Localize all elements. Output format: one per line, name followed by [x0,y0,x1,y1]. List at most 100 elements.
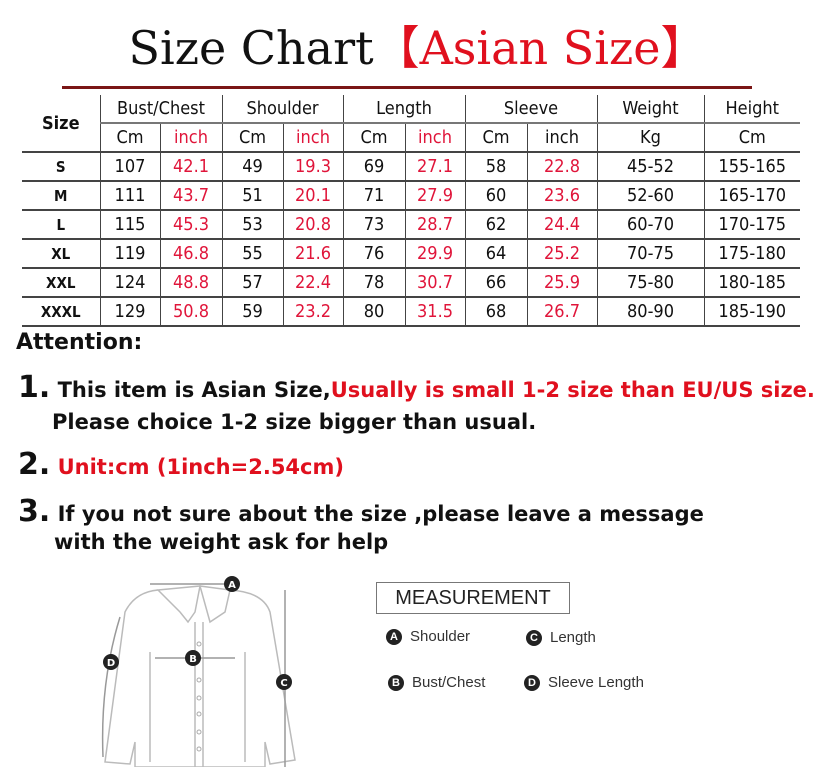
value-cell: 28.7 [404,210,465,240]
table-row: L 115 45.3 53 20.8 73 28.7 62 24.4 60-70 170-175 [22,210,800,240]
value-cell: 27.9 [404,181,465,211]
value-cell: 76 [342,239,405,269]
table-row: M 111 43.7 51 20.1 71 27.9 60 23.6 52-60 165-170 [22,181,800,211]
value-cell: 48.8 [159,268,222,298]
group-header: Height [703,95,800,124]
value-cell: 115 [99,210,160,240]
badge-c-icon: C [526,629,542,646]
value-cell: 50.8 [159,297,222,327]
legend-shoulder: A Shoulder [386,628,470,645]
value-cell: 70-75 [596,239,704,269]
value-cell: 52-60 [596,181,704,211]
value-cell: 57 [221,268,283,298]
value-cell: 45.3 [159,210,222,240]
size-cell: S [22,152,100,182]
value-cell: 24.4 [526,210,597,240]
note-3: 3. If you not sure about the size ,pleas… [18,494,704,529]
note-1: 1. This item is Asian Size,Usually is sm… [18,370,815,405]
value-cell: 69 [342,152,405,182]
size-header: Size [22,95,100,153]
unit-header: Kg [596,123,704,153]
group-header: Shoulder [221,95,343,124]
group-header: Weight [596,95,704,124]
label-d: D [107,658,115,669]
label-b: B [189,654,197,665]
value-cell: 68 [464,297,527,327]
value-cell: 58 [464,152,527,182]
value-cell: 30.7 [404,268,465,298]
size-cell: XL [22,239,100,269]
shirt-diagram: A B C D [101,576,296,767]
group-header: Bust/Chest [99,95,222,124]
value-cell: 43.7 [159,181,222,211]
badge-d-icon: D [524,674,540,691]
badge-a-icon: A [386,628,402,645]
value-cell: 45-52 [596,152,704,182]
value-cell: 42.1 [159,152,222,182]
value-cell: 22.4 [282,268,343,298]
group-header: Sleeve [464,95,597,124]
unit-header: Cm [703,123,800,153]
value-cell: 25.9 [526,268,597,298]
unit-row: Cm inch Cm inch Cm inch Cm inch Kg Cm [22,123,800,153]
value-cell: 129 [99,297,160,327]
value-cell: 20.1 [282,181,343,211]
value-cell: 20.8 [282,210,343,240]
value-cell: 111 [99,181,160,211]
value-cell: 49 [221,152,283,182]
unit-header: Cm [342,123,405,153]
value-cell: 22.8 [526,152,597,182]
size-cell: L [22,210,100,240]
size-cell: XXL [22,268,100,298]
value-cell: 59 [221,297,283,327]
value-cell: 46.8 [159,239,222,269]
unit-header: Cm [221,123,283,153]
value-cell: 55 [221,239,283,269]
group-header: Length [342,95,465,124]
table-row: XXXL 129 50.8 59 23.2 80 31.5 68 26.7 80-90 185-19… [22,297,800,327]
value-cell: 185-190 [703,297,800,327]
table-row: S 107 42.1 49 19.3 69 27.1 58 22.8 45-52 155-165 [22,152,800,182]
size-cell: M [22,181,100,211]
value-cell: 73 [342,210,405,240]
value-cell: 29.9 [404,239,465,269]
page-title: Size Chart【Asian Size】 [128,21,707,75]
value-cell: 170-175 [703,210,800,240]
attention-heading: Attention: [16,330,143,355]
value-cell: 119 [99,239,160,269]
value-cell: 124 [99,268,160,298]
value-cell: 155-165 [703,152,800,182]
value-cell: 180-185 [703,268,800,298]
value-cell: 23.2 [282,297,343,327]
value-cell: 107 [99,152,160,182]
unit-header: inch [282,123,343,153]
measurement-heading: MEASUREMENT [376,582,570,614]
table-row: XXL 124 48.8 57 22.4 78 30.7 66 25.9 75-80 180-185 [22,268,800,298]
value-cell: 60 [464,181,527,211]
label-c: C [280,678,287,689]
legend-bust: B Bust/Chest [388,674,485,691]
unit-header: Cm [99,123,160,153]
unit-header: inch [404,123,465,153]
value-cell: 25.2 [526,239,597,269]
value-cell: 78 [342,268,405,298]
unit-header: inch [159,123,222,153]
value-cell: 175-180 [703,239,800,269]
title-accent: 【Asian Size】 [373,21,707,75]
note-2: 2. Unit:cm (1inch=2.54cm) [18,447,344,482]
value-cell: 64 [464,239,527,269]
value-cell: 80 [342,297,405,327]
label-a: A [228,580,236,591]
value-cell: 19.3 [282,152,343,182]
value-cell: 75-80 [596,268,704,298]
value-cell: 62 [464,210,527,240]
legend-sleeve: D Sleeve Length [524,674,644,691]
value-cell: 165-170 [703,181,800,211]
value-cell: 23.6 [526,181,597,211]
note-3-line2: with the weight ask for help [54,530,389,554]
value-cell: 31.5 [404,297,465,327]
value-cell: 66 [464,268,527,298]
size-cell: XXXL [22,297,100,327]
unit-header: inch [526,123,597,153]
unit-header: Cm [464,123,527,153]
